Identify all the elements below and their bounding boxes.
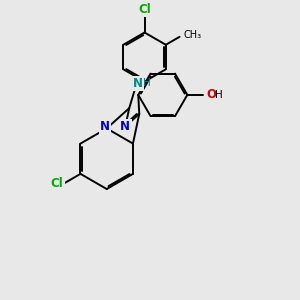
Text: N: N [120,120,130,133]
Text: Cl: Cl [51,177,63,190]
Text: N: N [133,77,143,90]
Text: N: N [100,121,110,134]
Text: H: H [215,90,223,100]
Text: H: H [143,78,151,88]
Text: CH₃: CH₃ [184,30,202,40]
Text: O: O [206,88,216,101]
Text: Cl: Cl [138,3,151,16]
